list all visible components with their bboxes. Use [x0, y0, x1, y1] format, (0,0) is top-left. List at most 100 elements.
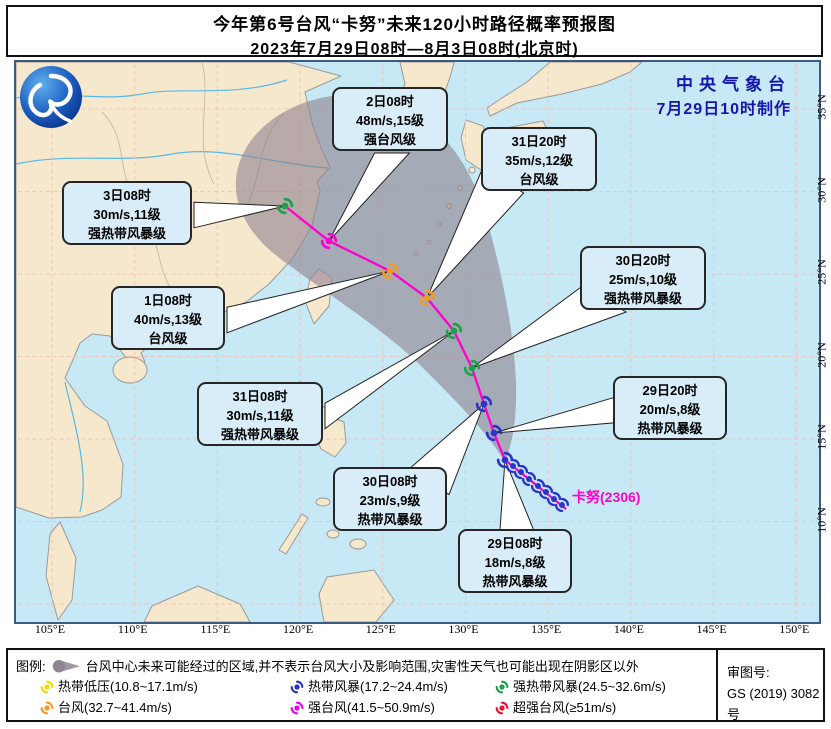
- forecast-label-box: 3日08时 30m/s,11级 强热带风暴级: [62, 181, 192, 245]
- typhoon-symbol: [463, 359, 481, 377]
- x-axis-label: 120°E: [283, 622, 314, 636]
- typhoon-symbol: [495, 680, 509, 693]
- y-axis-label: 10°N: [814, 506, 829, 533]
- review-number-box: 审图号: GS (2019) 3082号: [716, 648, 825, 722]
- land-island: [326, 529, 340, 539]
- forecast-wind: 20m/s,8级: [639, 402, 701, 417]
- agency-issued: 7月29日10时制作: [656, 101, 791, 118]
- legend-typhoon-icon: [290, 680, 304, 693]
- y-axis-label: 15°N: [814, 424, 829, 450]
- title-box: 今年第6号台风“卡努”未来120小时路径概率预报图 2023年7月29日08时—…: [6, 5, 823, 58]
- forecast-category: 强热带风暴级: [220, 427, 299, 442]
- forecast-cone: [235, 94, 517, 462]
- forecast-time: 29日20时: [642, 383, 698, 398]
- typhoon-symbol: [445, 322, 463, 340]
- legend-item-label: 热带风暴(17.2~24.4m/s): [308, 679, 448, 694]
- forecast-label-box: 2日08时 48m/s,15级 强台风级: [332, 87, 448, 151]
- forecast-label-box: 29日20时 20m/s,8级 热带风暴级: [613, 376, 727, 440]
- forecast-wind: 30m/s,11级: [226, 408, 294, 423]
- forecast-wind: 25m/s,10级: [609, 272, 677, 287]
- x-axis-label: 105°E: [34, 622, 66, 636]
- agency-name: 中央气象台: [676, 75, 791, 94]
- legend-typhoon-icon: [290, 701, 304, 714]
- typhoon-symbol: [381, 262, 399, 280]
- legend-caption: 台风中心未来可能经过的区域,并不表示台风大小及影响范围,灾害性天气也可能出现在阴…: [85, 659, 639, 674]
- typhoon-symbol: [40, 701, 54, 714]
- forecast-category: 台风级: [519, 172, 559, 187]
- legend-item: 超强台风(≥51m/s): [495, 697, 716, 718]
- agency-watermark: 中央气象台 7月29日10时制作: [657, 70, 792, 119]
- forecast-category: 强热带风暴级: [87, 226, 166, 241]
- legend-item-label: 超强台风(≥51m/s): [513, 700, 617, 715]
- forecast-category: 热带风暴级: [482, 574, 548, 589]
- typhoon-symbol: [485, 424, 503, 442]
- forecast-category: 热带风暴级: [637, 421, 703, 436]
- map-subtitle: 2023年7月29日08时—8月3日08时(北京时): [250, 41, 579, 58]
- forecast-wind: 18m/s,8级: [484, 555, 546, 570]
- x-axis-label: 135°E: [531, 622, 562, 636]
- typhoon-symbol: [496, 451, 514, 469]
- forecast-wind: 23m/s,9级: [359, 493, 421, 508]
- forecast-wind: 48m/s,15级: [356, 113, 424, 128]
- cone-legend-icon: [52, 659, 80, 672]
- forecast-wind: 40m/s,13级: [134, 312, 202, 327]
- forecast-time: 1日08时: [144, 293, 192, 308]
- typhoon-symbol: [505, 458, 521, 474]
- x-axis-label: 115°E: [200, 622, 231, 636]
- x-axis-label: 145°E: [696, 622, 727, 636]
- forecast-time: 3日08时: [103, 188, 151, 203]
- land-palawan: [278, 513, 309, 555]
- land-island: [315, 497, 331, 507]
- forecast-time: 31日20时: [511, 134, 567, 149]
- typhoon-symbol: [320, 232, 338, 250]
- land-honshu: [486, 62, 643, 117]
- x-axis-label: 130°E: [448, 622, 479, 636]
- legend-item-label: 热带低压(10.8~17.1m/s): [58, 679, 198, 694]
- legend-item: 热带低压(10.8~17.1m/s): [40, 676, 290, 697]
- forecast-category: 强台风级: [363, 132, 416, 147]
- typhoon-symbol: [276, 197, 294, 215]
- typhoon-symbol: [418, 289, 436, 307]
- legend-title: 图例:: [16, 659, 46, 674]
- forecast-wind: 30m/s,11级: [93, 207, 161, 222]
- typhoon-symbol: [40, 680, 54, 693]
- legend-item: 热带风暴(17.2~24.4m/s): [290, 676, 495, 697]
- typhoon-symbol: [554, 497, 570, 513]
- legend-items: 热带低压(10.8~17.1m/s) 热带风暴(17.2~24.4m/s) 强热带风…: [40, 676, 716, 718]
- typhoon-symbol: [513, 464, 529, 480]
- typhoon-track: [276, 197, 570, 513]
- review-number: GS (2019) 3082号: [727, 686, 820, 722]
- legend-item: 台风(32.7~41.4m/s): [40, 697, 290, 718]
- forecast-category: 热带风暴级: [357, 512, 423, 527]
- y-axis-label: 30°N: [814, 176, 829, 203]
- y-axis-label: 35°N: [814, 94, 829, 120]
- typhoon-symbol: [521, 471, 537, 487]
- x-axis-label: 125°E: [365, 622, 396, 636]
- forecast-category: 台风级: [148, 331, 188, 346]
- x-axis-label: 150°E: [779, 622, 810, 636]
- forecast-time: 31日08时: [232, 389, 288, 404]
- forecast-label-box: 30日08时 23m/s,9级 热带风暴级: [333, 467, 447, 531]
- forecast-time: 30日08时: [362, 474, 418, 489]
- cma-logo-icon: [20, 66, 82, 128]
- land-malay: [45, 521, 77, 621]
- forecast-time: 29日08时: [487, 536, 543, 551]
- y-axis-label: 25°N: [814, 259, 829, 285]
- land-island: [349, 538, 367, 550]
- typhoon-symbol: [495, 701, 509, 714]
- forecast-time: 30日20时: [615, 253, 671, 268]
- forecast-label-box: 1日08时 40m/s,13级 台风级: [111, 286, 225, 350]
- legend-box: 图例: 台风中心未来可能经过的区域,并不表示台风大小及影响范围,灾害性天气也可能…: [6, 648, 718, 722]
- legend-item-label: 强热带风暴(24.5~32.6m/s): [513, 679, 666, 694]
- forecast-label-box: 31日20时 35m/s,12级 台风级: [481, 127, 597, 191]
- x-axis-label: 110°E: [117, 622, 148, 636]
- legend-typhoon-icon: [40, 680, 54, 693]
- legend-typhoon-icon: [40, 701, 54, 714]
- map-title: 今年第6号台风“卡努”未来120小时路径概率预报图: [213, 15, 616, 34]
- typhoon-symbol: [290, 701, 304, 714]
- typhoon-symbol: [290, 680, 304, 693]
- legend-typhoon-icon: [495, 680, 509, 693]
- forecast-time: 2日08时: [366, 94, 414, 109]
- typhoon-name-label: 卡努(2306): [572, 489, 641, 505]
